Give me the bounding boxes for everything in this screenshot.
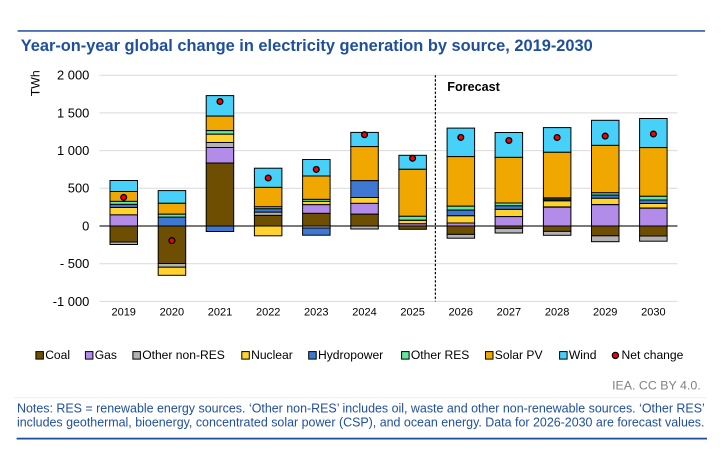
svg-text:2023: 2023 xyxy=(304,307,328,319)
svg-text:2027: 2027 xyxy=(497,307,521,319)
svg-text:2022: 2022 xyxy=(256,307,280,319)
svg-text:Forecast: Forecast xyxy=(447,80,500,94)
svg-text:Solar PV: Solar PV xyxy=(495,348,544,362)
svg-text:1 000: 1 000 xyxy=(57,143,89,158)
svg-text:500: 500 xyxy=(68,181,90,196)
svg-text:2030: 2030 xyxy=(641,307,665,319)
svg-text:-1 000: -1 000 xyxy=(53,294,90,309)
svg-text:Other RES: Other RES xyxy=(411,348,469,362)
svg-text:2019: 2019 xyxy=(111,307,135,319)
svg-text:Wind: Wind xyxy=(569,348,597,362)
svg-text:Other non-RES: Other non-RES xyxy=(142,348,225,362)
svg-text:Coal: Coal xyxy=(45,348,70,362)
svg-text:1 500: 1 500 xyxy=(57,105,89,120)
svg-text:2028: 2028 xyxy=(545,307,569,319)
svg-text:Year-on-year global change in: Year-on-year global change in electricit… xyxy=(21,37,593,55)
svg-text:Gas: Gas xyxy=(95,348,117,362)
svg-text:2029: 2029 xyxy=(593,307,617,319)
svg-text:Notes: RES = renewable energy: Notes: RES = renewable energy sources. ‘… xyxy=(17,402,705,416)
svg-text:2020: 2020 xyxy=(160,307,184,319)
svg-text:2 000: 2 000 xyxy=(57,68,89,83)
svg-text:IEA. CC BY 4.0.: IEA. CC BY 4.0. xyxy=(612,378,701,392)
svg-text:2024: 2024 xyxy=(352,307,376,319)
svg-text:2021: 2021 xyxy=(208,307,232,319)
svg-text:2025: 2025 xyxy=(400,307,424,319)
svg-text:0: 0 xyxy=(82,218,89,233)
svg-text:TWh: TWh xyxy=(29,70,43,96)
svg-text:Hydropower: Hydropower xyxy=(318,348,383,362)
svg-text:Nuclear: Nuclear xyxy=(251,348,293,362)
svg-text:2026: 2026 xyxy=(449,307,473,319)
svg-text:Net change: Net change xyxy=(622,348,684,362)
svg-text:- 500: - 500 xyxy=(60,256,89,271)
svg-text:includes geothermal, bioenergy: includes geothermal, bioenergy, concentr… xyxy=(17,415,704,429)
